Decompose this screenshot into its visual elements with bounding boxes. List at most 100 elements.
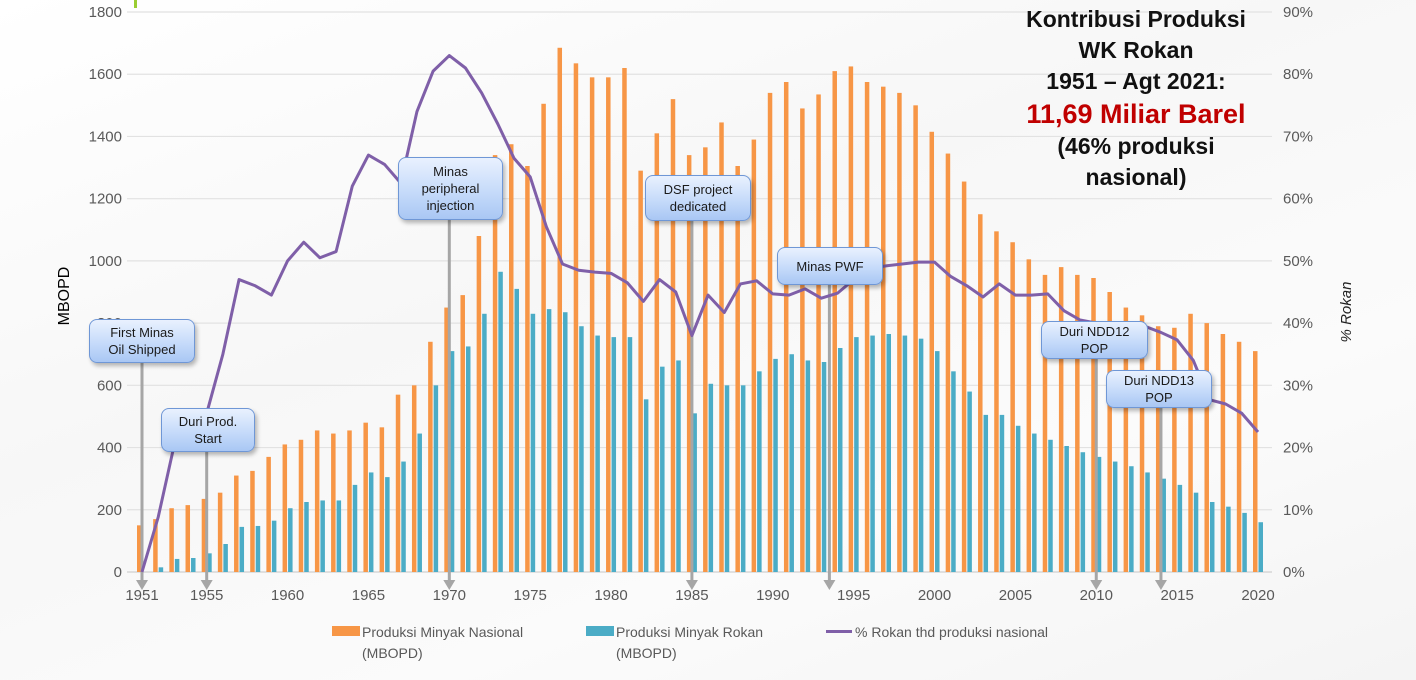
bar-rokan: [951, 371, 956, 572]
bar-rokan: [1096, 456, 1102, 572]
bar-rokan: [611, 337, 617, 572]
y2-tick-label: 10%: [1283, 502, 1313, 519]
bar-rokan: [595, 335, 600, 572]
bar-nasional: [1204, 323, 1209, 572]
bar-nasional: [314, 430, 320, 572]
x-tick-label: 1965: [352, 587, 385, 604]
bar-rokan: [223, 544, 228, 572]
y-tick-label: 400: [97, 440, 122, 457]
bar-nasional: [800, 108, 805, 572]
x-tick-label: 1955: [190, 587, 223, 604]
bar-rokan: [271, 520, 277, 572]
bar-rokan: [563, 312, 568, 572]
bar-rokan: [999, 414, 1005, 572]
x-tick-label: 2000: [918, 587, 951, 604]
bar-rokan: [740, 385, 746, 572]
bar-rokan: [757, 371, 762, 572]
bar-nasional: [1172, 327, 1177, 572]
bar-nasional: [169, 508, 174, 572]
y2-tick-label: 90%: [1283, 4, 1313, 21]
bar-rokan: [579, 326, 584, 572]
y-tick-label: 1400: [89, 128, 122, 145]
bar-nasional: [1026, 259, 1032, 572]
bar-nasional: [250, 470, 255, 572]
bar-nasional: [460, 295, 465, 572]
bar-rokan: [660, 366, 665, 572]
y2-tick-label: 0%: [1283, 564, 1305, 581]
bar-nasional: [444, 307, 449, 572]
bar-rokan: [789, 354, 794, 572]
bar-nasional: [638, 170, 643, 572]
bars-rokan: [158, 271, 1263, 572]
callout-minas-peripheral: Minas peripheral injection: [398, 157, 503, 220]
y2-tick-label: 70%: [1283, 128, 1313, 145]
bar-nasional: [719, 122, 724, 572]
bar-nasional: [897, 92, 902, 572]
bar-rokan: [1032, 433, 1037, 572]
bar-rokan: [239, 526, 245, 572]
x-tick-label: 1985: [675, 587, 708, 604]
bar-rokan: [449, 351, 455, 572]
bar-nasional: [298, 439, 304, 572]
bar-nasional: [848, 66, 854, 572]
bar-nasional: [1155, 326, 1161, 572]
bar-nasional: [686, 155, 692, 572]
bar-nasional: [994, 231, 999, 573]
bar-rokan: [336, 500, 342, 572]
bar-rokan: [773, 358, 778, 572]
annotation-arrow-head: [1090, 580, 1103, 590]
legend-swatch-nasional: [332, 626, 360, 636]
bar-rokan: [1080, 452, 1086, 572]
bar-rokan: [1064, 446, 1069, 572]
bar-rokan: [918, 338, 924, 572]
bar-rokan: [967, 391, 972, 572]
bar-nasional: [767, 92, 773, 572]
x-tick-label: 2020: [1241, 587, 1274, 604]
bar-nasional: [541, 103, 546, 573]
y2-tick-label: 50%: [1283, 253, 1313, 270]
bar-nasional: [1091, 278, 1096, 572]
bar-nasional: [670, 99, 676, 572]
bar-rokan: [1209, 502, 1215, 572]
bar-nasional: [137, 525, 142, 572]
y-tick-label: 0: [114, 564, 122, 581]
bar-nasional: [783, 82, 789, 572]
x-tick-label: 1990: [756, 587, 789, 604]
bar-rokan: [1112, 461, 1118, 572]
headline-line5: (46% produksi: [1057, 133, 1215, 159]
bar-nasional: [153, 519, 158, 572]
bar-nasional: [1075, 274, 1080, 572]
bar-nasional: [589, 77, 595, 572]
y2-axis-title: % Rokan: [1338, 282, 1355, 343]
annotation-arrow-head: [685, 580, 698, 590]
bar-nasional: [703, 147, 708, 573]
bar-rokan: [821, 362, 827, 572]
annotation-arrow-head: [823, 580, 836, 590]
bar-rokan: [1242, 512, 1247, 572]
x-tick-label: 1951: [125, 587, 158, 604]
bar-rokan: [692, 413, 697, 572]
bar-rokan: [837, 348, 843, 572]
legend-label-nasional: Produksi Minyak Nasional: [362, 624, 524, 640]
bar-rokan: [207, 553, 212, 572]
slide-accent-mark: [134, 0, 137, 8]
y-axis-right-ticks: 0% 10% 20% 30% 40% 50% 60% 70% 80% 90%: [1283, 4, 1313, 581]
annotation-arrow-head: [1154, 580, 1167, 590]
headline: Kontribusi Produksi WK Rokan 1951 – Agt …: [996, 4, 1276, 193]
bar-rokan: [870, 335, 875, 572]
bar-rokan: [708, 383, 714, 572]
legend-label-nasional-unit: (MBOPD): [362, 645, 423, 661]
x-tick-label: 1980: [594, 587, 627, 604]
bar-rokan: [1161, 478, 1166, 572]
legend-item-rokan: Produksi Minyak Rokan (MBOPD): [586, 622, 763, 664]
y2-tick-label: 20%: [1283, 440, 1313, 457]
bar-nasional: [347, 430, 352, 572]
legend-item-pct: % Rokan thd produksi nasional: [826, 622, 1048, 643]
bar-rokan: [530, 313, 536, 572]
callout-first-minas: First Minas Oil Shipped: [89, 319, 195, 363]
bar-rokan: [385, 477, 390, 572]
bar-nasional: [751, 139, 757, 573]
annotation-arrow-head: [443, 580, 456, 590]
bar-rokan: [854, 337, 859, 572]
